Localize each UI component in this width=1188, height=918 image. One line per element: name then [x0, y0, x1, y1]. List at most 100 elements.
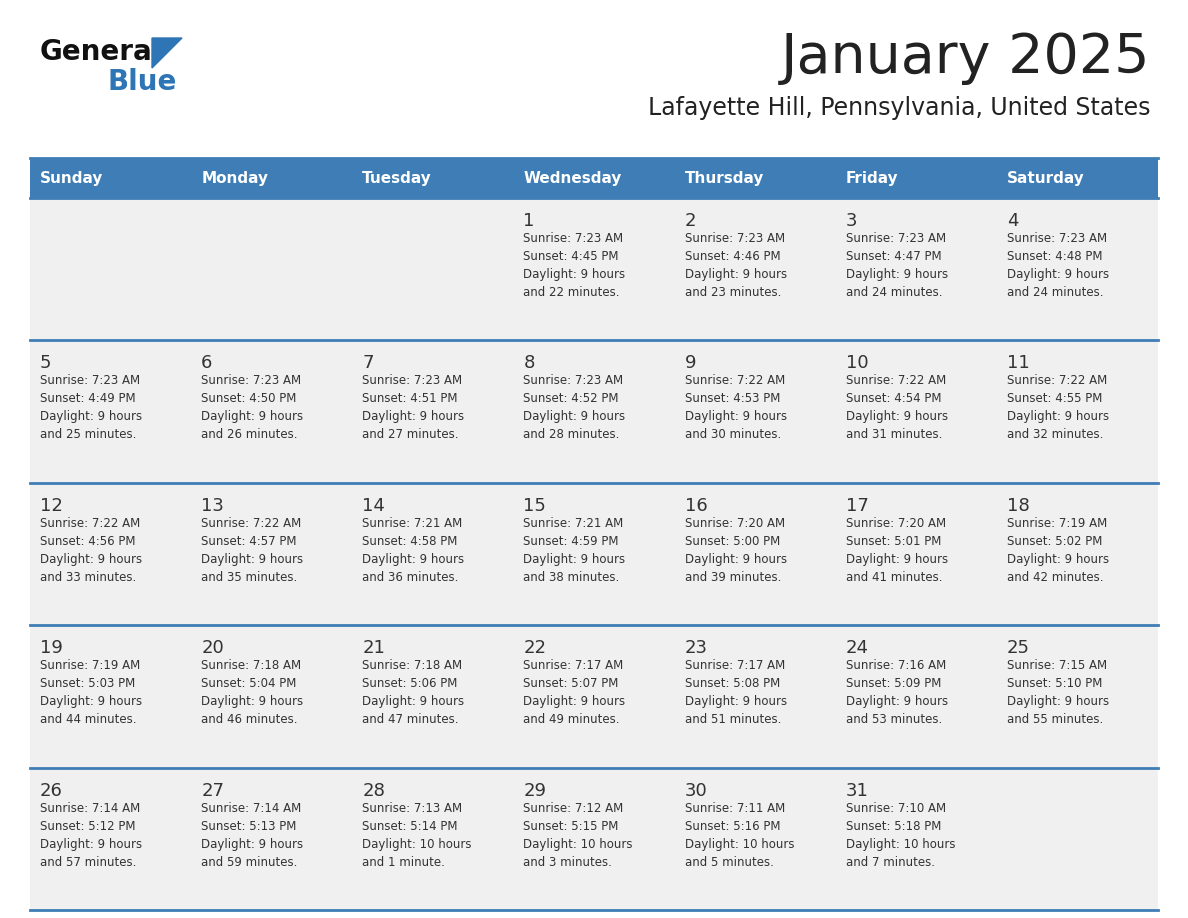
Text: 23: 23 — [684, 639, 708, 657]
Bar — [353, 483, 513, 625]
Text: 28: 28 — [362, 781, 385, 800]
Bar — [675, 198, 835, 341]
Text: Sunset: 5:03 PM: Sunset: 5:03 PM — [40, 677, 135, 690]
Text: 14: 14 — [362, 497, 385, 515]
Text: Daylight: 9 hours: Daylight: 9 hours — [846, 695, 948, 708]
Bar — [30, 341, 191, 483]
Text: Thursday: Thursday — [684, 171, 764, 185]
Text: and 7 minutes.: and 7 minutes. — [846, 856, 935, 868]
Polygon shape — [152, 38, 182, 68]
Text: 18: 18 — [1007, 497, 1030, 515]
Bar — [513, 158, 675, 198]
Text: Sunset: 4:47 PM: Sunset: 4:47 PM — [846, 250, 941, 263]
Text: Lafayette Hill, Pennsylvania, United States: Lafayette Hill, Pennsylvania, United Sta… — [647, 96, 1150, 120]
Text: and 31 minutes.: and 31 minutes. — [846, 429, 942, 442]
Text: Daylight: 10 hours: Daylight: 10 hours — [684, 837, 794, 851]
Text: Sunset: 4:57 PM: Sunset: 4:57 PM — [201, 535, 297, 548]
Bar — [997, 625, 1158, 767]
Text: Sunset: 5:02 PM: Sunset: 5:02 PM — [1007, 535, 1102, 548]
Text: Sunrise: 7:14 AM: Sunrise: 7:14 AM — [201, 801, 302, 814]
Bar — [675, 158, 835, 198]
Text: Sunset: 5:12 PM: Sunset: 5:12 PM — [40, 820, 135, 833]
Text: Daylight: 9 hours: Daylight: 9 hours — [201, 695, 303, 708]
Text: and 23 minutes.: and 23 minutes. — [684, 286, 781, 299]
Text: and 55 minutes.: and 55 minutes. — [1007, 713, 1104, 726]
Text: Sunset: 5:08 PM: Sunset: 5:08 PM — [684, 677, 779, 690]
Text: Sunrise: 7:17 AM: Sunrise: 7:17 AM — [524, 659, 624, 672]
Text: Sunset: 5:14 PM: Sunset: 5:14 PM — [362, 820, 457, 833]
Text: 2: 2 — [684, 212, 696, 230]
Bar — [30, 483, 191, 625]
Text: and 44 minutes.: and 44 minutes. — [40, 713, 137, 726]
Text: Sunrise: 7:22 AM: Sunrise: 7:22 AM — [1007, 375, 1107, 387]
Bar — [30, 767, 191, 910]
Bar — [191, 158, 353, 198]
Text: Daylight: 9 hours: Daylight: 9 hours — [684, 553, 786, 565]
Text: 31: 31 — [846, 781, 868, 800]
Text: 26: 26 — [40, 781, 63, 800]
Bar — [835, 198, 997, 341]
Text: Daylight: 9 hours: Daylight: 9 hours — [524, 553, 626, 565]
Text: Sunrise: 7:18 AM: Sunrise: 7:18 AM — [362, 659, 462, 672]
Text: Sunrise: 7:16 AM: Sunrise: 7:16 AM — [846, 659, 946, 672]
Text: Sunset: 5:16 PM: Sunset: 5:16 PM — [684, 820, 781, 833]
Text: Sunset: 4:46 PM: Sunset: 4:46 PM — [684, 250, 781, 263]
Text: Daylight: 9 hours: Daylight: 9 hours — [846, 410, 948, 423]
Text: Sunrise: 7:12 AM: Sunrise: 7:12 AM — [524, 801, 624, 814]
Text: General: General — [40, 38, 163, 66]
Text: and 33 minutes.: and 33 minutes. — [40, 571, 137, 584]
Text: 27: 27 — [201, 781, 225, 800]
Text: 25: 25 — [1007, 639, 1030, 657]
Text: Sunset: 5:10 PM: Sunset: 5:10 PM — [1007, 677, 1102, 690]
Text: Sunrise: 7:11 AM: Sunrise: 7:11 AM — [684, 801, 785, 814]
Text: 29: 29 — [524, 781, 546, 800]
Text: Sunday: Sunday — [40, 171, 103, 185]
Bar — [30, 198, 191, 341]
Bar — [835, 483, 997, 625]
Text: and 35 minutes.: and 35 minutes. — [201, 571, 297, 584]
Text: Daylight: 10 hours: Daylight: 10 hours — [846, 837, 955, 851]
Text: Sunset: 4:56 PM: Sunset: 4:56 PM — [40, 535, 135, 548]
Bar — [997, 767, 1158, 910]
Text: Sunrise: 7:19 AM: Sunrise: 7:19 AM — [1007, 517, 1107, 530]
Bar — [353, 341, 513, 483]
Text: 15: 15 — [524, 497, 546, 515]
Text: and 32 minutes.: and 32 minutes. — [1007, 429, 1104, 442]
Text: 4: 4 — [1007, 212, 1018, 230]
Text: and 39 minutes.: and 39 minutes. — [684, 571, 781, 584]
Text: Sunset: 5:01 PM: Sunset: 5:01 PM — [846, 535, 941, 548]
Text: 22: 22 — [524, 639, 546, 657]
Text: and 1 minute.: and 1 minute. — [362, 856, 446, 868]
Text: Wednesday: Wednesday — [524, 171, 621, 185]
Bar — [353, 198, 513, 341]
Text: Blue: Blue — [107, 68, 176, 96]
Bar — [513, 341, 675, 483]
Text: 6: 6 — [201, 354, 213, 373]
Text: Daylight: 9 hours: Daylight: 9 hours — [201, 410, 303, 423]
Text: Sunset: 4:55 PM: Sunset: 4:55 PM — [1007, 392, 1102, 406]
Bar — [997, 198, 1158, 341]
Text: and 24 minutes.: and 24 minutes. — [1007, 286, 1104, 299]
Text: 20: 20 — [201, 639, 223, 657]
Bar — [997, 341, 1158, 483]
Text: Sunrise: 7:17 AM: Sunrise: 7:17 AM — [684, 659, 785, 672]
Text: Sunrise: 7:19 AM: Sunrise: 7:19 AM — [40, 659, 140, 672]
Bar — [513, 483, 675, 625]
Bar — [513, 767, 675, 910]
Text: 5: 5 — [40, 354, 51, 373]
Text: 21: 21 — [362, 639, 385, 657]
Text: Daylight: 9 hours: Daylight: 9 hours — [40, 837, 143, 851]
Bar — [513, 198, 675, 341]
Bar — [675, 341, 835, 483]
Bar — [835, 625, 997, 767]
Text: Sunrise: 7:23 AM: Sunrise: 7:23 AM — [201, 375, 302, 387]
Text: Sunset: 4:54 PM: Sunset: 4:54 PM — [846, 392, 941, 406]
Bar — [30, 158, 191, 198]
Text: Sunset: 5:04 PM: Sunset: 5:04 PM — [201, 677, 297, 690]
Text: Sunrise: 7:22 AM: Sunrise: 7:22 AM — [684, 375, 785, 387]
Text: Sunrise: 7:15 AM: Sunrise: 7:15 AM — [1007, 659, 1107, 672]
Text: Sunset: 5:13 PM: Sunset: 5:13 PM — [201, 820, 297, 833]
Text: and 30 minutes.: and 30 minutes. — [684, 429, 781, 442]
Text: Friday: Friday — [846, 171, 898, 185]
Text: and 59 minutes.: and 59 minutes. — [201, 856, 297, 868]
